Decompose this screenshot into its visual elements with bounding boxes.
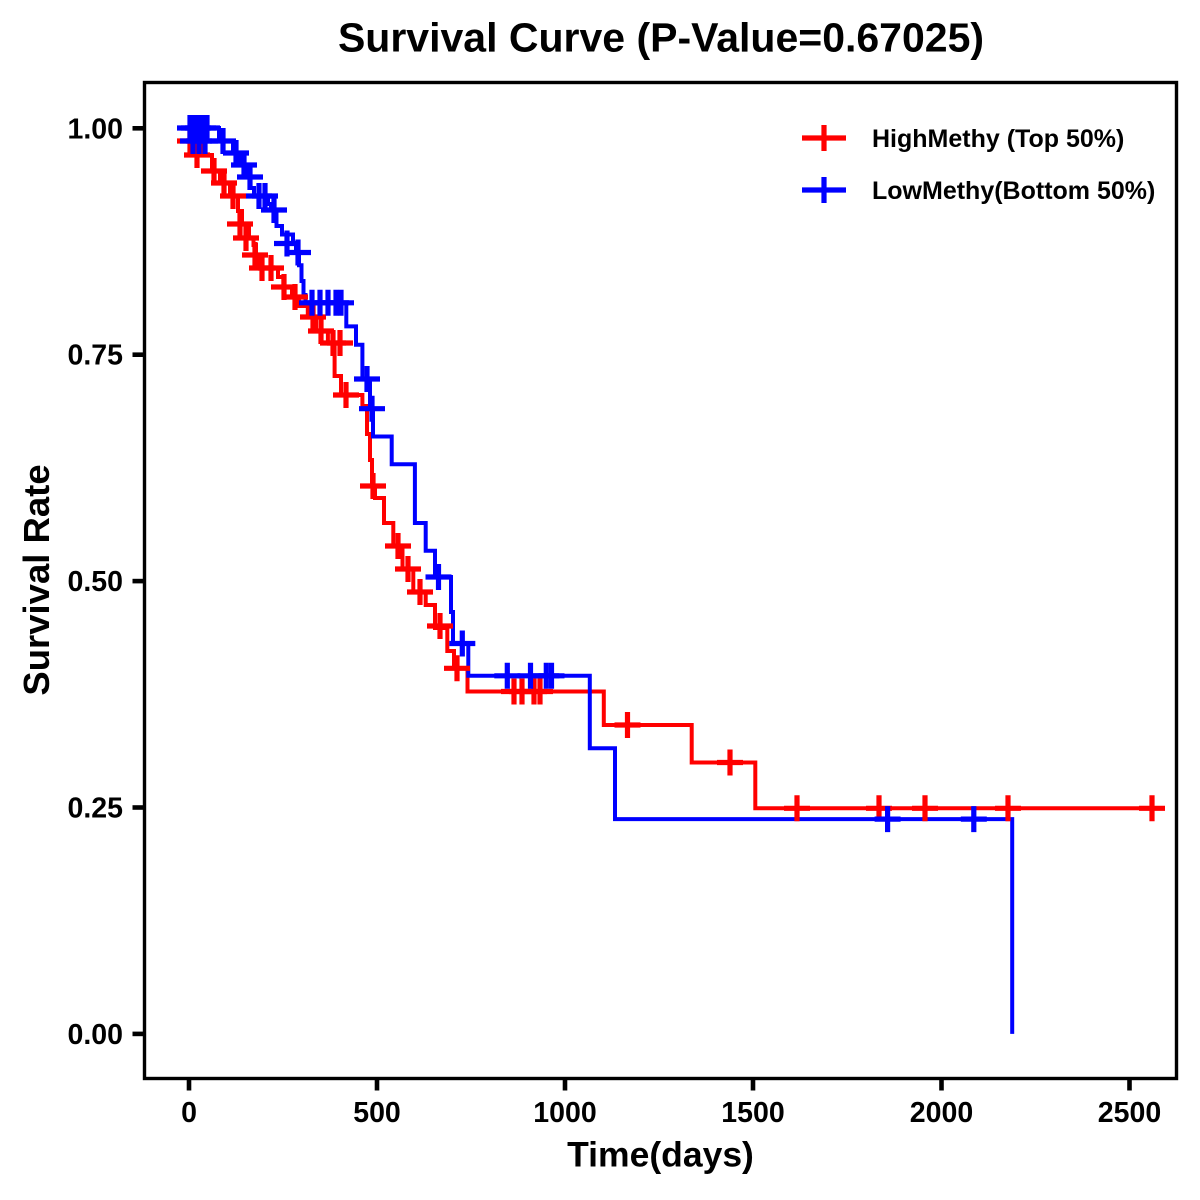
- svg-text:Survival Rate: Survival Rate: [16, 464, 57, 695]
- svg-text:1000: 1000: [533, 1097, 596, 1129]
- svg-text:0.00: 0.00: [68, 1019, 123, 1051]
- svg-text:1.00: 1.00: [68, 113, 123, 145]
- svg-text:2500: 2500: [1098, 1097, 1161, 1129]
- svg-text:1500: 1500: [721, 1097, 784, 1129]
- svg-text:LowMethy(Bottom 50%): LowMethy(Bottom 50%): [872, 177, 1155, 205]
- svg-text:Survival Curve (P-Value=0.6702: Survival Curve (P-Value=0.67025): [338, 15, 984, 61]
- svg-text:Time(days): Time(days): [567, 1135, 754, 1175]
- svg-text:HighMethy (Top 50%): HighMethy (Top 50%): [872, 125, 1124, 153]
- svg-text:0.25: 0.25: [68, 793, 124, 825]
- svg-text:0.75: 0.75: [68, 340, 124, 372]
- svg-text:0: 0: [181, 1097, 197, 1129]
- svg-text:2000: 2000: [910, 1097, 973, 1129]
- svg-text:500: 500: [353, 1097, 401, 1129]
- svg-text:0.50: 0.50: [68, 566, 123, 598]
